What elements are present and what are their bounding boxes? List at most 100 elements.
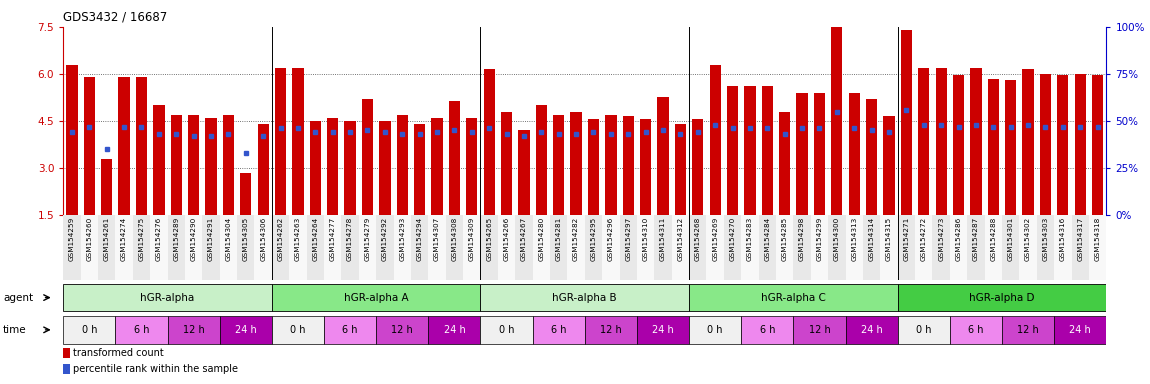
Bar [393, 215, 411, 280]
Bar [1019, 215, 1037, 280]
Text: GSM154259: GSM154259 [69, 216, 75, 261]
Text: 12 h: 12 h [600, 325, 622, 335]
Bar [1037, 215, 1055, 280]
Bar [258, 124, 269, 215]
Bar [950, 215, 967, 280]
Text: GSM154289: GSM154289 [174, 216, 179, 261]
Bar [63, 364, 70, 374]
Bar [501, 112, 512, 215]
Text: hGR-alpha D: hGR-alpha D [969, 293, 1035, 303]
Bar [63, 316, 115, 344]
Bar [831, 27, 843, 215]
Bar [935, 68, 946, 215]
Bar [254, 215, 271, 280]
Text: GSM154265: GSM154265 [486, 216, 492, 261]
Text: GSM154311: GSM154311 [660, 216, 666, 261]
Bar [742, 215, 759, 280]
Text: GSM154302: GSM154302 [1025, 216, 1032, 261]
Text: GSM154294: GSM154294 [416, 216, 423, 261]
Text: hGR-alpha: hGR-alpha [140, 293, 194, 303]
Bar [759, 215, 776, 280]
Bar [132, 215, 151, 280]
Bar [115, 316, 168, 344]
Bar [428, 215, 446, 280]
Bar [202, 215, 220, 280]
Bar [463, 215, 481, 280]
Bar [168, 316, 220, 344]
Bar [206, 118, 216, 215]
Text: GSM154292: GSM154292 [382, 216, 388, 261]
Bar [866, 99, 877, 215]
Bar [849, 93, 860, 215]
Bar [271, 284, 481, 311]
Text: GSM154280: GSM154280 [538, 216, 544, 261]
Bar [118, 77, 130, 215]
Text: time: time [3, 325, 26, 335]
Text: agent: agent [3, 293, 33, 303]
Bar [883, 116, 895, 215]
Bar [898, 316, 950, 344]
Bar [536, 105, 547, 215]
Bar [553, 115, 565, 215]
Text: GSM154286: GSM154286 [956, 216, 961, 261]
Bar [220, 215, 237, 280]
Text: GSM154278: GSM154278 [347, 216, 353, 261]
Text: 24 h: 24 h [652, 325, 674, 335]
Text: GSM154308: GSM154308 [452, 216, 458, 261]
Bar [710, 65, 721, 215]
Text: 6 h: 6 h [968, 325, 983, 335]
Bar [900, 30, 912, 215]
Text: GSM154267: GSM154267 [521, 216, 527, 261]
Text: GSM154282: GSM154282 [573, 216, 580, 261]
Text: 0 h: 0 h [290, 325, 306, 335]
Bar [742, 316, 793, 344]
Bar [1055, 215, 1072, 280]
Text: GSM154283: GSM154283 [746, 216, 753, 261]
Text: 0 h: 0 h [707, 325, 723, 335]
Bar [622, 116, 634, 215]
Text: GSM154287: GSM154287 [973, 216, 979, 261]
Bar [115, 215, 132, 280]
Bar [620, 215, 637, 280]
Text: 6 h: 6 h [133, 325, 150, 335]
Bar [1040, 74, 1051, 215]
Text: GSM154276: GSM154276 [156, 216, 162, 261]
Text: GSM154261: GSM154261 [104, 216, 109, 261]
Text: GSM154291: GSM154291 [208, 216, 214, 261]
Text: GSM154298: GSM154298 [799, 216, 805, 261]
Bar [376, 316, 428, 344]
Bar [101, 159, 113, 215]
Bar [588, 119, 599, 215]
Text: 0 h: 0 h [499, 325, 514, 335]
Text: GSM154264: GSM154264 [313, 216, 319, 261]
Text: GSM154299: GSM154299 [816, 216, 822, 261]
Text: GSM154315: GSM154315 [886, 216, 892, 261]
Bar [411, 215, 428, 280]
Bar [727, 86, 738, 215]
Text: hGR-alpha A: hGR-alpha A [344, 293, 408, 303]
Text: GSM154260: GSM154260 [86, 216, 92, 261]
Bar [327, 118, 338, 215]
Bar [187, 115, 199, 215]
Bar [776, 215, 793, 280]
Text: GSM154309: GSM154309 [469, 216, 475, 261]
Bar [342, 215, 359, 280]
Bar [515, 215, 532, 280]
Bar [237, 215, 254, 280]
Bar [345, 121, 355, 215]
Bar [519, 131, 530, 215]
Text: GDS3432 / 16687: GDS3432 / 16687 [63, 10, 168, 23]
Text: transformed count: transformed count [74, 348, 164, 358]
Text: 24 h: 24 h [444, 325, 466, 335]
Bar [414, 124, 426, 215]
Bar [448, 101, 460, 215]
Text: GSM154306: GSM154306 [260, 216, 266, 261]
Text: 12 h: 12 h [1018, 325, 1038, 335]
Text: GSM154277: GSM154277 [330, 216, 336, 261]
Bar [639, 119, 651, 215]
Bar [307, 215, 324, 280]
Bar [271, 316, 324, 344]
Bar [498, 215, 515, 280]
Text: hGR-alpha B: hGR-alpha B [552, 293, 618, 303]
Bar [706, 215, 723, 280]
